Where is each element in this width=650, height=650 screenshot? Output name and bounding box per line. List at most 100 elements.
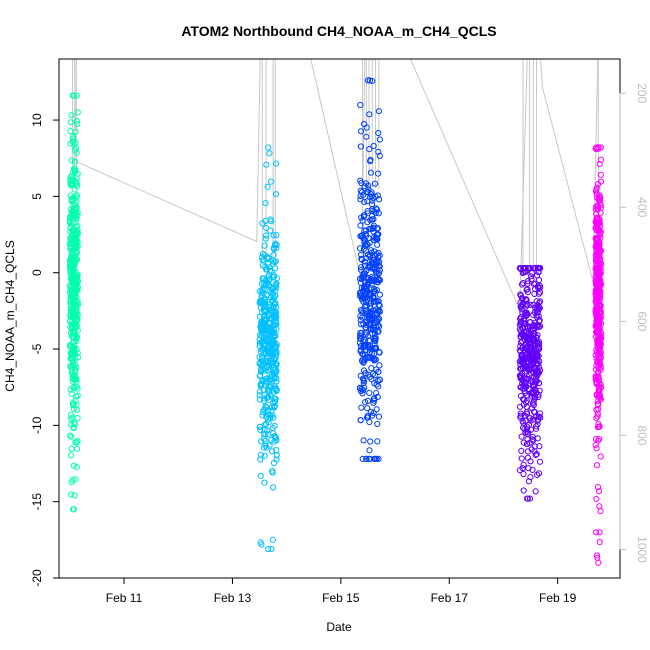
data-point <box>69 476 76 483</box>
data-point <box>264 394 271 401</box>
data-point <box>369 265 376 272</box>
data-point <box>594 217 601 224</box>
data-point <box>70 405 77 412</box>
data-point <box>366 252 373 259</box>
data-point <box>524 454 532 461</box>
data-point <box>362 370 369 377</box>
data-point <box>357 222 364 229</box>
data-point <box>592 287 599 294</box>
data-point <box>73 179 80 186</box>
data-point <box>266 357 274 364</box>
data-point <box>68 349 76 357</box>
data-point <box>270 251 277 259</box>
data-point <box>357 143 364 150</box>
data-point <box>261 296 268 303</box>
data-point <box>367 169 374 176</box>
data-point <box>72 180 79 187</box>
data-point <box>266 384 273 391</box>
data-point <box>259 337 267 344</box>
data-point <box>524 337 531 344</box>
data-point <box>522 383 529 391</box>
data-point <box>265 387 272 394</box>
data-point <box>356 384 363 391</box>
data-point <box>260 313 267 320</box>
data-point <box>367 293 374 300</box>
data-point <box>594 286 601 293</box>
data-point <box>264 335 271 342</box>
data-point <box>375 148 382 155</box>
data-point <box>596 436 603 443</box>
data-point <box>67 330 75 337</box>
data-point <box>519 351 526 358</box>
data-point <box>258 280 265 287</box>
data-point <box>357 332 364 339</box>
data-point <box>375 455 382 462</box>
data-point <box>70 359 77 366</box>
data-point <box>261 329 268 336</box>
data-point <box>376 136 383 143</box>
data-point <box>529 382 536 390</box>
data-point <box>530 356 538 363</box>
data-point <box>72 439 79 446</box>
data-point <box>74 212 81 219</box>
data-point <box>273 160 280 167</box>
data-point <box>67 239 74 246</box>
data-point <box>68 196 75 203</box>
data-point <box>256 423 263 431</box>
data-point <box>366 389 373 396</box>
data-point-max <box>366 77 373 84</box>
data-point <box>358 264 365 271</box>
data-point <box>362 231 369 238</box>
data-point <box>366 146 373 153</box>
data-point <box>74 445 81 452</box>
data-point-min <box>595 559 602 566</box>
data-point <box>67 269 74 276</box>
data-point <box>520 461 527 468</box>
data-point <box>518 303 525 310</box>
data-point <box>521 412 528 419</box>
data-point <box>597 340 605 347</box>
data-point <box>263 161 270 168</box>
data-point <box>265 361 272 368</box>
data-point <box>533 312 540 319</box>
data-point <box>67 192 74 199</box>
data-point <box>593 495 600 502</box>
data-point <box>271 322 278 329</box>
data-point <box>533 348 540 356</box>
data-point <box>375 301 382 308</box>
y-tick-label-1: 5 <box>30 193 44 200</box>
data-point <box>358 256 366 263</box>
data-point <box>264 303 272 310</box>
data-point <box>371 395 378 402</box>
data-point <box>594 400 601 408</box>
data-point <box>530 408 538 415</box>
data-point <box>359 351 366 358</box>
data-point <box>272 369 279 376</box>
data-point <box>358 308 365 315</box>
data-point <box>360 320 367 327</box>
data-point <box>69 249 76 256</box>
data-point <box>597 394 604 401</box>
data-point <box>593 366 600 373</box>
data-point <box>592 441 599 448</box>
data-point <box>363 283 370 290</box>
data-point <box>357 128 365 135</box>
data-point <box>269 536 276 543</box>
data-point <box>373 455 380 462</box>
data-point <box>364 188 371 195</box>
data-point <box>522 313 529 320</box>
data-point <box>524 286 531 293</box>
data-point <box>518 281 526 288</box>
data-point <box>71 492 78 499</box>
data-point <box>372 259 379 266</box>
data-point <box>596 529 603 536</box>
data-point <box>597 364 605 371</box>
data-point <box>272 292 279 299</box>
data-point <box>262 217 269 224</box>
data-point <box>361 198 368 206</box>
data-point <box>74 272 81 279</box>
data-point <box>74 109 82 116</box>
data-point <box>595 424 602 431</box>
data-point <box>523 296 530 303</box>
data-point <box>363 414 371 421</box>
